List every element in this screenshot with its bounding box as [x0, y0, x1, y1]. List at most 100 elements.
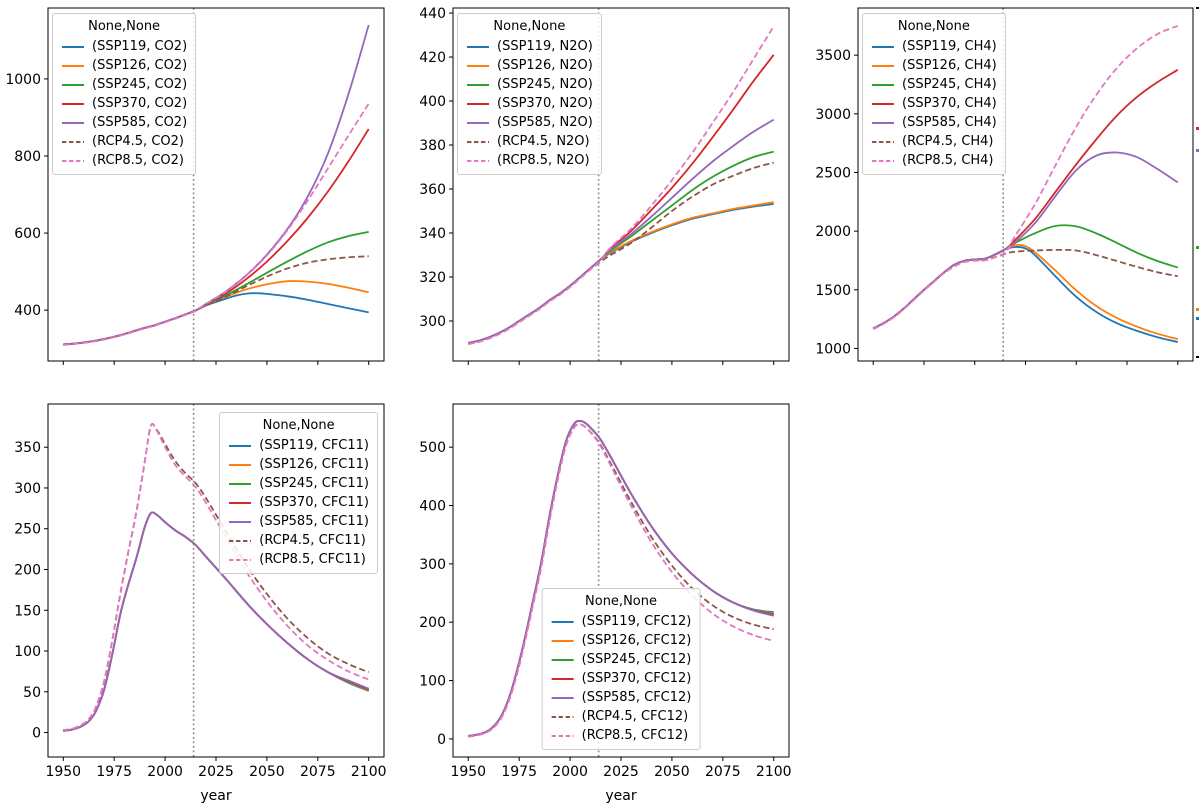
series-line-rcp85-ch4	[872, 24, 1179, 330]
legend-line-sample-ssp370	[551, 677, 574, 680]
legend-line-sample-ssp245	[467, 83, 489, 86]
x-tick-label: 1950	[450, 764, 486, 780]
series-line-rcp45-co2	[63, 255, 369, 346]
legend-label: (RCP8.5, CO2)	[92, 153, 184, 168]
legend-label: (RCP8.5, N2O)	[497, 153, 590, 168]
y-tick-label: 3000	[815, 107, 851, 123]
legend-line-sample-ssp370	[62, 102, 84, 105]
legend-label: (SSP370, CFC12)	[581, 671, 692, 686]
legend-label: (SSP119, CFC11)	[259, 438, 369, 453]
legend-entry-ssp126: (SSP126, N2O)	[466, 56, 593, 75]
legend-entry-rcp85: (RCP8.5, CFC12)	[551, 726, 692, 745]
y-tick-label: 440	[419, 6, 446, 22]
legend-entry-rcp85: (RCP8.5, N2O)	[466, 151, 593, 170]
legend-entry-ssp245: (SSP245, CFC12)	[551, 650, 692, 669]
legend-line-sample-ssp245	[872, 83, 894, 86]
y-tick-label: 0	[437, 732, 446, 748]
y-tick-label: 150	[14, 603, 41, 619]
legend-entry-ssp585: (SSP585, CFC11)	[228, 512, 369, 531]
series-line-rcp85-n2o	[468, 25, 775, 345]
legend-title: None,None	[897, 19, 970, 34]
legend-line-sample-ssp585	[62, 121, 84, 124]
y-tick-label: 200	[14, 562, 41, 578]
legend-label: (SSP370, N2O)	[497, 96, 593, 111]
legend-label: (RCP4.5, CO2)	[92, 134, 184, 149]
legend-label: (SSP245, CFC12)	[581, 652, 692, 667]
series-line-ssp245-co2	[63, 231, 369, 346]
legend-label: (SSP126, N2O)	[497, 58, 593, 73]
legend-entry-ssp119: (SSP119, CH4)	[871, 37, 997, 56]
series-line-ssp119-n2o	[468, 203, 774, 344]
y-tick-label: 360	[419, 182, 446, 198]
x-tick-label: 2100	[756, 764, 792, 780]
edge-fragment	[1196, 7, 1199, 9]
legend-line-sample-rcp45	[551, 715, 574, 718]
series-group-n2o	[468, 25, 775, 345]
legend-line-sample-ssp585	[229, 520, 252, 523]
legend-co2: None,None (SSP119, CO2) (SSP126, CO2) (SSP2…	[52, 13, 197, 175]
y-tick-label: 350	[14, 440, 41, 456]
legend-label: (SSP585, CFC12)	[581, 690, 692, 705]
y-tick-label: 2500	[815, 165, 851, 181]
legend-label: (SSP245, N2O)	[497, 77, 593, 92]
x-tick-label: 2100	[351, 764, 387, 780]
edge-fragment	[1196, 356, 1199, 358]
y-tick-label: 320	[419, 270, 446, 286]
legend-line-sample-ssp119	[467, 45, 489, 48]
y-tick-label: 300	[14, 481, 41, 497]
legend-line-sample-rcp85	[62, 159, 84, 162]
legend-entry-rcp85: (RCP8.5, CO2)	[61, 151, 187, 170]
legend-line-sample-rcp45	[872, 140, 894, 143]
legend-line-sample-ssp126	[62, 64, 84, 67]
xlabel-cfc12: year	[605, 788, 636, 804]
x-tick-label: 2000	[147, 764, 183, 780]
y-tick-label: 1000	[5, 72, 41, 88]
legend-line-sample-rcp85	[467, 159, 489, 162]
legend-line-sample-rcp45	[467, 140, 489, 143]
y-tick-label: 600	[14, 226, 41, 242]
legend-label: (SSP585, CFC11)	[259, 514, 369, 529]
series-line-rcp85-cfc11	[63, 423, 370, 731]
legend-label: (RCP4.5, CH4)	[902, 134, 994, 149]
legend-label: (SSP245, CH4)	[902, 77, 997, 92]
legend-entry-rcp85: (RCP8.5, CH4)	[871, 151, 997, 170]
legend-line-sample-rcp45	[62, 140, 84, 143]
legend-line-sample-ssp245	[229, 482, 252, 485]
legend-title: None,None	[88, 19, 161, 34]
series-line-rcp85-cfc12	[468, 423, 774, 738]
legend-label: (SSP585, CH4)	[902, 115, 997, 130]
legend-entry-ssp126: (SSP126, CH4)	[871, 56, 997, 75]
legend-entry-rcp45: (RCP4.5, CFC11)	[228, 531, 369, 550]
edge-fragment	[1196, 149, 1199, 152]
series-line-rcp45-cfc11	[63, 423, 370, 731]
y-tick-label: 250	[14, 522, 41, 538]
y-tick-label: 400	[419, 499, 446, 515]
legend-label: (SSP119, CFC12)	[581, 614, 692, 629]
series-group-cfc11	[63, 423, 370, 732]
legend-label: (SSP126, CFC12)	[581, 633, 692, 648]
series-line-rcp45-ch4	[872, 248, 1178, 330]
y-tick-label: 420	[419, 50, 446, 66]
legend-label: (SSP126, CH4)	[902, 58, 997, 73]
y-tick-label: 200	[419, 615, 446, 631]
legend-line-sample-ssp370	[872, 102, 894, 105]
legend-line-sample-rcp45	[229, 539, 252, 542]
y-tick-label: 1500	[815, 283, 851, 299]
legend-label: (RCP4.5, N2O)	[497, 134, 590, 149]
legend-label: (RCP8.5, CFC11)	[259, 552, 366, 567]
y-tick-label: 340	[419, 226, 446, 242]
legend-label: (SSP370, CFC11)	[259, 495, 369, 510]
y-tick-label: 1000	[815, 341, 851, 357]
legend-label: (SSP585, N2O)	[497, 115, 593, 130]
legend-line-sample-ssp245	[62, 83, 84, 86]
subplot-n2o: 300 320 340 360 380 400 420 440	[419, 6, 790, 365]
y-tick-label: 500	[419, 440, 446, 456]
legend-label: (SSP245, CO2)	[92, 77, 188, 92]
legend-entry-ssp126: (SSP126, CFC12)	[551, 631, 692, 650]
series-line-ssp585-cfc11	[63, 511, 370, 732]
x-tick-label: 2000	[552, 764, 588, 780]
legend-entry-ssp585: (SSP585, N2O)	[466, 113, 593, 132]
legend-entry-ssp585: (SSP585, CO2)	[61, 113, 187, 132]
legend-label: (SSP119, CH4)	[902, 39, 997, 54]
